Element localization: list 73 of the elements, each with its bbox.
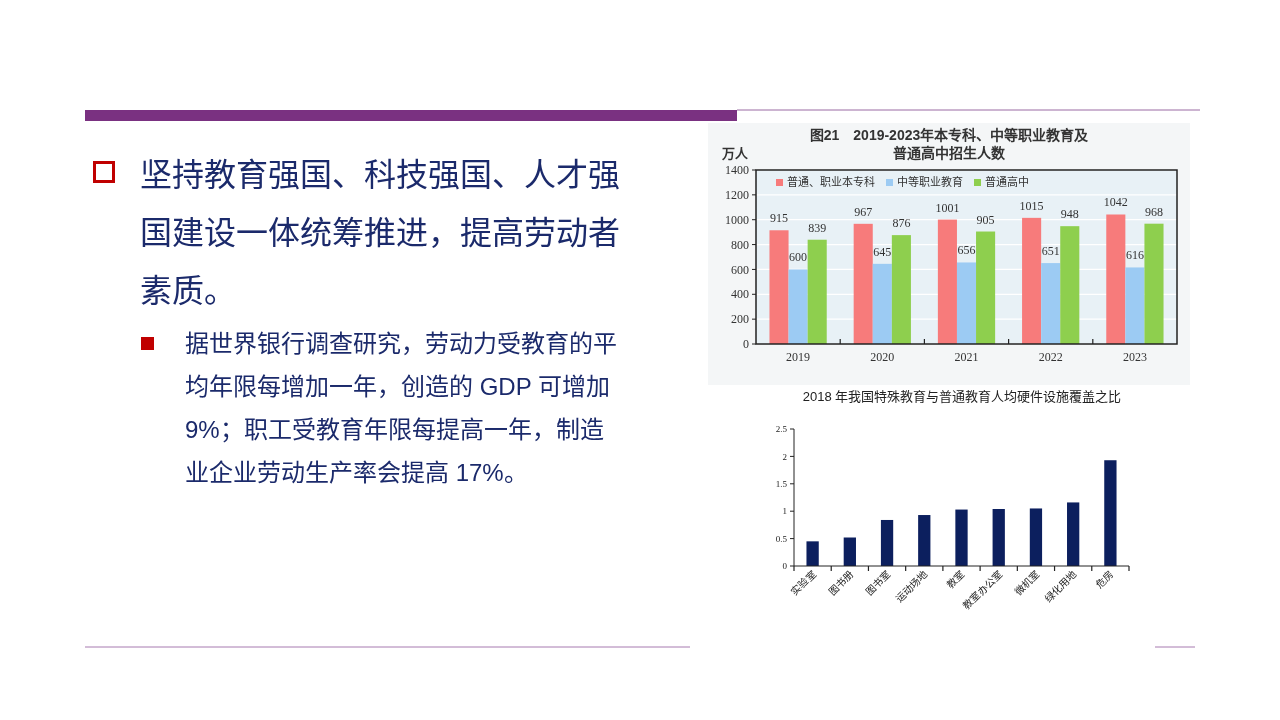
x-tick-label: 教室: [944, 567, 967, 591]
x-tick-label: 2023: [1122, 350, 1147, 364]
y-tick-label: 0: [743, 337, 749, 352]
y-tick-label: 1.5: [775, 478, 788, 489]
chart-title: 图21 2019-2023年本专科、中等职业教育及普通高中招生人数: [808, 126, 1090, 162]
data-label: 905: [976, 212, 995, 227]
bar: [918, 515, 931, 566]
data-label: 645: [873, 244, 892, 259]
data-label: 656: [957, 243, 976, 258]
x-tick-label: 危房: [1093, 567, 1116, 591]
data-label: 948: [1060, 207, 1079, 222]
y-tick-label: 1400: [725, 163, 749, 178]
y-axis-title: 万人: [721, 146, 749, 161]
y-tick-label: 200: [731, 312, 749, 327]
x-tick-label: 2021: [954, 350, 979, 364]
legend-label: 普通高中: [985, 175, 1029, 188]
x-tick-label: 绿化用地: [1041, 567, 1079, 605]
x-tick-label: 运动场地: [892, 567, 930, 605]
chart-title: 2018 年我国特殊教育与普通教育人均硬件设施覆盖之比: [801, 388, 1123, 406]
bar: [807, 239, 827, 344]
data-label: 1042: [1103, 195, 1128, 210]
data-label: 915: [770, 211, 789, 226]
y-tick-label: 1200: [725, 188, 749, 203]
bar: [1106, 214, 1126, 344]
bar: [806, 541, 819, 566]
bar: [1104, 460, 1117, 566]
data-label: 967: [854, 204, 873, 219]
y-tick-label: 2: [782, 451, 787, 462]
bar: [843, 537, 856, 566]
bar: [891, 235, 911, 344]
data-label: 651: [1041, 244, 1060, 259]
data-label: 616: [1125, 248, 1144, 263]
bar: [788, 269, 808, 344]
bar: [872, 263, 892, 344]
bar: [992, 509, 1005, 566]
bar: [1144, 223, 1164, 344]
data-label: 839: [808, 220, 827, 235]
bar: [976, 231, 996, 344]
y-tick-label: 2.5: [775, 424, 788, 435]
bar: [1060, 226, 1080, 344]
bar: [1022, 217, 1042, 344]
bar: [1125, 267, 1145, 344]
y-tick-label: 400: [731, 287, 749, 302]
text: 据世界银行调查研究，劳动力受教育的平均年限每增加一年，创造的 GDP 可增加 9%；职工受教育年限每提高一年，制造业企业劳动生产率会提高 17%。: [185, 329, 618, 488]
bar: [880, 519, 894, 566]
bar: [955, 509, 968, 566]
x-tick-label: 图书册: [826, 568, 856, 598]
data-label: 968: [1144, 204, 1163, 219]
y-tick-label: 800: [731, 237, 749, 252]
bar: [1029, 508, 1043, 566]
legend-label: 普通、职业本专科: [787, 175, 875, 188]
bar: [853, 223, 873, 344]
bar: [956, 262, 977, 344]
y-tick-label: 0: [782, 561, 788, 572]
y-tick-label: 1: [782, 506, 787, 517]
x-tick-label: 2019: [786, 350, 811, 364]
y-tick-label: 600: [731, 262, 749, 277]
data-label: 1001: [935, 200, 960, 215]
x-tick-label: 微机室: [1011, 567, 1042, 598]
bar: [769, 230, 789, 344]
x-tick-label: 实验室: [788, 567, 819, 598]
data-label: 876: [892, 216, 911, 231]
x-tick-label: 2022: [1038, 350, 1063, 364]
data-label: 1015: [1019, 198, 1044, 213]
y-tick-label: 0.5: [775, 533, 788, 544]
bar: [1067, 502, 1080, 566]
bar: [937, 219, 957, 344]
x-tick-label: 2020: [870, 350, 895, 364]
y-tick-label: 1000: [725, 212, 749, 227]
text: 坚持教育强国、科技强国、人才强国建设一体统筹推进，提高劳动者素质。: [140, 156, 621, 311]
bar: [1041, 263, 1061, 344]
x-tick-label: 图书室: [862, 567, 893, 598]
legend-label: 中等职业教育: [897, 175, 963, 188]
